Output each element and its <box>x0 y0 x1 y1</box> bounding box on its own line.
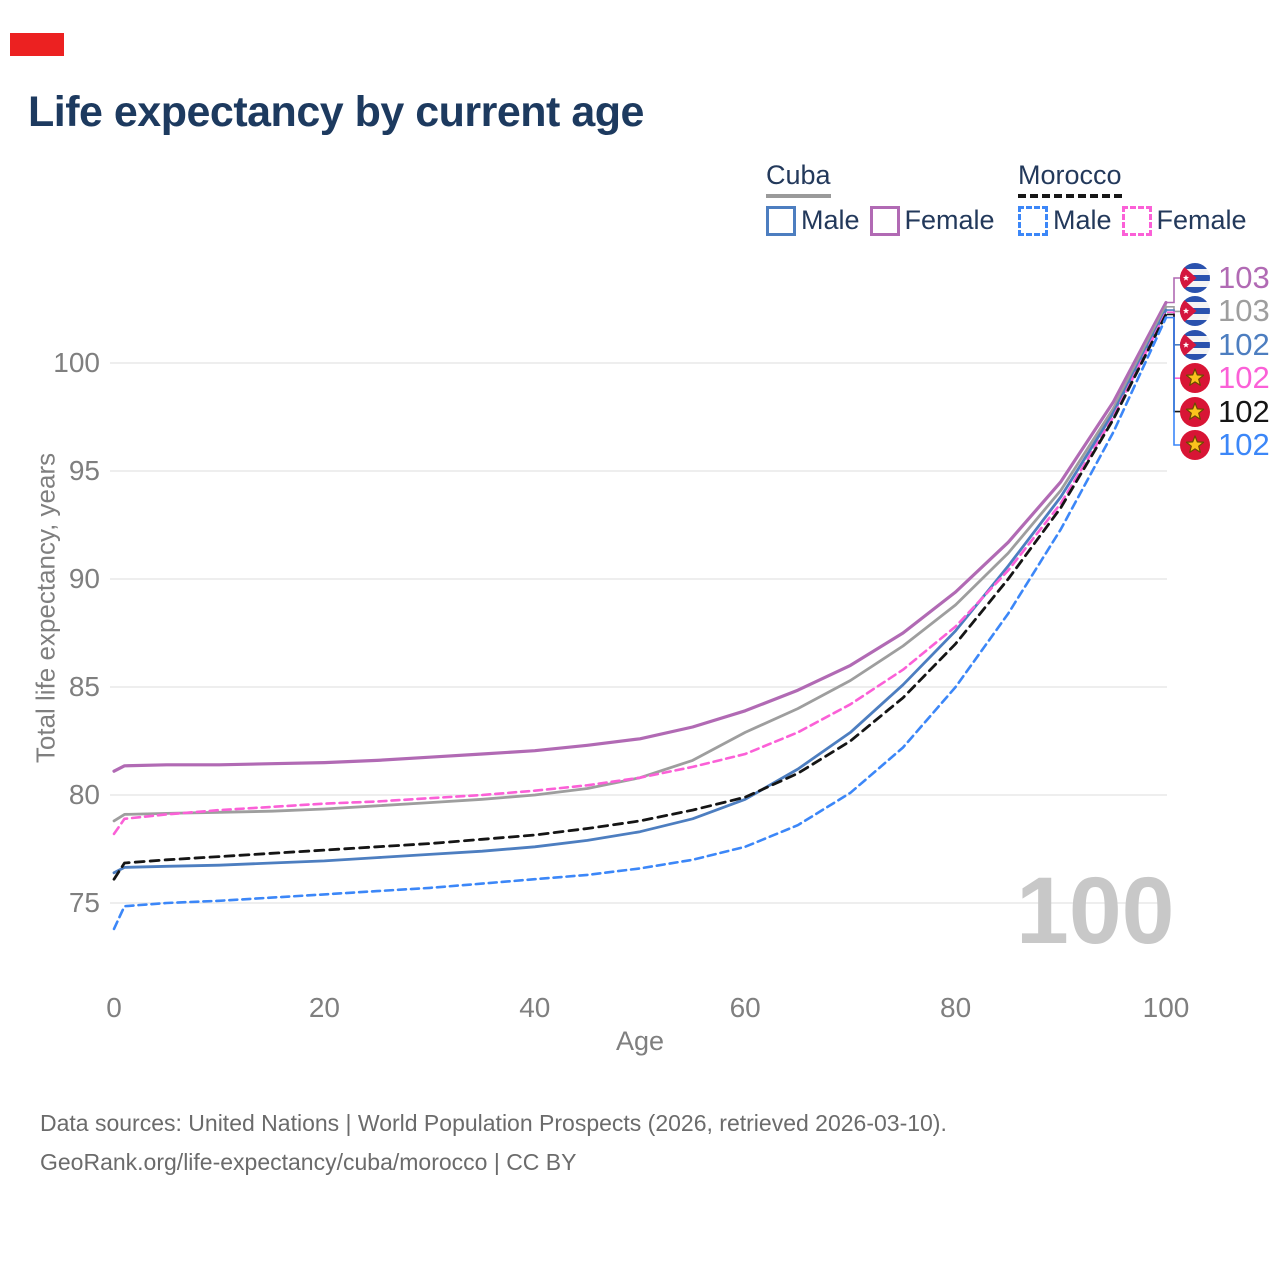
end-label-row: 103 <box>1180 295 1270 327</box>
x-tick-label: 100 <box>1142 992 1190 1023</box>
series-line-cuba-female <box>112 300 1168 773</box>
morocco-flag-icon <box>1180 396 1210 427</box>
red-highlight-marker <box>10 33 64 56</box>
morocco-flag-icon <box>1180 430 1210 460</box>
legend-row-cuba: Male Female <box>766 205 995 236</box>
legend-group-morocco: Morocco Male Female <box>1018 160 1247 236</box>
x-tick-label: 40 <box>519 992 551 1023</box>
label-connector <box>1167 316 1182 446</box>
label-connector <box>1167 305 1182 313</box>
morocco-flag-icon <box>1180 363 1210 394</box>
cuba-flag-icon <box>1180 296 1210 327</box>
x-tick-label: 0 <box>106 992 122 1023</box>
legend-item-cuba-female[interactable]: Female <box>869 205 995 236</box>
series-line-morocco-female <box>112 310 1168 836</box>
legend-item-cuba-male[interactable]: Male <box>766 205 860 236</box>
series-line-cuba-both <box>112 305 1168 823</box>
y-tick-label: 80 <box>68 779 100 810</box>
end-label-row: 102 <box>1180 326 1270 362</box>
end-label-row: 102 <box>1180 429 1270 461</box>
y-tick-label: 95 <box>68 455 100 486</box>
legend-label: Female <box>1156 205 1247 235</box>
cuba-flag-icon <box>1180 263 1210 293</box>
end-label-row: 102 <box>1180 362 1270 394</box>
y-tick-label: 90 <box>68 563 100 594</box>
cuba-female-swatch-icon <box>869 205 900 236</box>
y-tick-label: 100 <box>53 347 100 378</box>
end-label-value: 102 <box>1218 427 1270 462</box>
legend-header-cuba[interactable]: Cuba <box>766 160 831 198</box>
legend-group-cuba: Cuba Male Female <box>766 160 995 236</box>
legend-header-morocco[interactable]: Morocco <box>1018 160 1122 198</box>
legend-label: Female <box>904 205 995 235</box>
morocco-female-swatch-icon <box>1121 205 1152 236</box>
end-label-value: 103 <box>1218 293 1270 329</box>
legend-row-morocco: Male Female <box>1018 205 1247 236</box>
label-connector <box>1167 277 1182 304</box>
legend-label: Male <box>801 205 860 235</box>
x-tick-label: 80 <box>940 992 972 1023</box>
series-line-cuba-male <box>112 308 1168 875</box>
end-label-value: 102 <box>1218 393 1270 429</box>
end-label-value: 102 <box>1218 360 1270 396</box>
x-tick-label: 20 <box>308 992 340 1023</box>
end-label-value: 103 <box>1218 260 1270 295</box>
series-line-morocco-both <box>112 312 1168 881</box>
legend-item-morocco-male[interactable]: Male <box>1018 205 1112 236</box>
end-label-row: 103 <box>1180 262 1270 294</box>
y-tick-label: 85 <box>68 671 100 702</box>
x-axis-title: Age <box>615 1026 665 1056</box>
cuba-flag-icon <box>1180 329 1210 360</box>
cuba-male-swatch-icon <box>766 205 796 236</box>
data-sources-line: Data sources: United Nations | World Pop… <box>40 1110 947 1136</box>
age-watermark: 100 <box>1016 858 1175 964</box>
legend-label: Male <box>1053 205 1112 235</box>
series-line-morocco-male <box>112 316 1168 931</box>
attribution-line: GeoRank.org/life-expectancy/cuba/morocco… <box>40 1149 577 1175</box>
footer-credits: Data sources: United Nations | World Pop… <box>40 1104 947 1182</box>
x-tick-label: 60 <box>729 992 761 1023</box>
end-label-row: 102 <box>1180 393 1270 429</box>
legend-item-morocco-female[interactable]: Female <box>1121 205 1247 236</box>
morocco-male-swatch-icon <box>1018 205 1048 236</box>
end-label-value: 102 <box>1218 326 1270 362</box>
y-tick-label: 75 <box>68 887 100 918</box>
page-title: Life expectancy by current age <box>28 88 644 136</box>
